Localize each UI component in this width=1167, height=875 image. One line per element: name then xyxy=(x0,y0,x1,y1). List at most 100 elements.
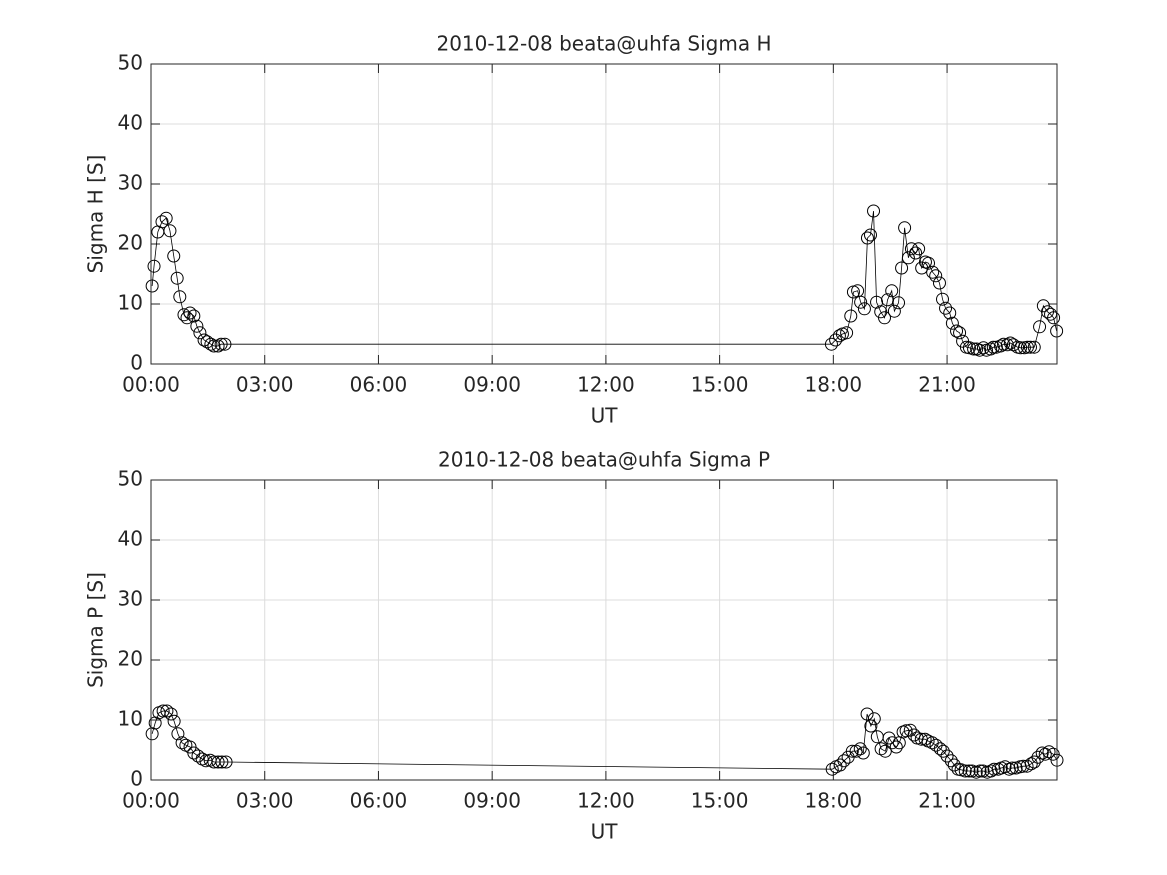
data-point xyxy=(1031,750,1045,764)
x-axis-label: UT xyxy=(591,820,619,844)
data-point xyxy=(933,742,947,756)
data-point xyxy=(889,740,903,754)
data-point xyxy=(173,290,187,304)
data-point xyxy=(892,296,906,310)
y-tick-label: 50 xyxy=(118,467,143,491)
data-point xyxy=(932,276,946,290)
data-point xyxy=(936,744,950,758)
data-point xyxy=(953,326,967,340)
data-point xyxy=(918,732,932,746)
data-point xyxy=(160,704,174,718)
axes-box xyxy=(150,63,1058,365)
axes-box xyxy=(150,479,1058,781)
y-tick-label: 0 xyxy=(130,351,143,375)
data-point xyxy=(962,764,976,778)
data-point xyxy=(898,221,912,235)
data-point xyxy=(907,728,921,742)
y-tick-label: 0 xyxy=(130,767,143,791)
data-point xyxy=(825,762,839,776)
data-point xyxy=(926,265,940,279)
data-point xyxy=(214,337,228,351)
data-point xyxy=(837,754,851,768)
data-point xyxy=(824,337,838,351)
data-point xyxy=(844,309,858,323)
data-point xyxy=(1027,340,1041,354)
data-point xyxy=(1027,755,1041,769)
data-point xyxy=(191,749,205,763)
data-point xyxy=(885,284,899,298)
data-point xyxy=(943,306,957,320)
data-point xyxy=(177,308,191,322)
data-point xyxy=(864,719,878,733)
x-tick-label: 03:00 xyxy=(236,373,294,397)
data-point xyxy=(973,764,987,778)
data-point xyxy=(976,341,990,355)
data-point xyxy=(856,746,870,760)
data-point xyxy=(175,736,189,750)
data-point xyxy=(1023,340,1037,354)
y-tick-label: 10 xyxy=(118,291,143,315)
data-point xyxy=(986,340,1000,354)
data-point xyxy=(929,269,943,283)
data-point xyxy=(163,224,177,238)
data-point xyxy=(899,724,913,738)
plot-area xyxy=(151,480,1057,780)
x-tick-label: 03:00 xyxy=(236,789,294,813)
data-point xyxy=(211,339,225,353)
data-point xyxy=(958,764,972,778)
data-point xyxy=(860,707,874,721)
x-tick-label: 06:00 xyxy=(350,789,408,813)
y-tick-label: 40 xyxy=(118,527,143,551)
data-point xyxy=(1033,320,1047,334)
data-point xyxy=(904,242,918,256)
data-point xyxy=(878,311,892,325)
data-point xyxy=(857,302,871,316)
x-tick-label: 09:00 xyxy=(463,789,521,813)
data-point xyxy=(945,316,959,330)
data-point xyxy=(912,242,926,256)
data-point xyxy=(921,256,935,270)
data-point xyxy=(867,204,881,218)
data-point xyxy=(207,339,221,353)
x-tick-label: 21:00 xyxy=(918,373,976,397)
chart-title: 2010-12-08 beata@uhfa Sigma H xyxy=(436,32,771,56)
data-point xyxy=(994,339,1008,353)
data-point xyxy=(159,211,173,225)
data-point xyxy=(845,744,859,758)
x-axis-label: UT xyxy=(591,404,619,428)
data-point xyxy=(895,261,909,275)
x-tick-label: 12:00 xyxy=(577,789,635,813)
data-point xyxy=(867,712,881,726)
y-tick-label: 50 xyxy=(118,51,143,75)
data-point xyxy=(878,744,892,758)
y-tick-label: 40 xyxy=(118,111,143,135)
data-point xyxy=(853,742,867,756)
data-line xyxy=(151,210,1058,351)
y-axis-label: Sigma H [S] xyxy=(84,155,108,274)
x-tick-label: 09:00 xyxy=(463,373,521,397)
data-point xyxy=(840,326,854,340)
data-point xyxy=(145,279,159,293)
x-tick-label: 00:00 xyxy=(122,789,180,813)
data-point xyxy=(218,337,232,351)
data-point xyxy=(219,755,233,769)
data-point xyxy=(164,707,178,721)
y-tick-label: 30 xyxy=(118,171,143,195)
y-tick-label: 30 xyxy=(118,587,143,611)
data-point xyxy=(950,324,964,338)
data-point xyxy=(1014,341,1028,355)
x-tick-label: 18:00 xyxy=(805,373,863,397)
data-point xyxy=(984,764,998,778)
data-point xyxy=(860,231,874,245)
data-point xyxy=(1024,757,1038,771)
data-point xyxy=(147,259,161,273)
data-point xyxy=(936,292,950,306)
data-point xyxy=(1005,761,1019,775)
y-tick-label: 20 xyxy=(118,647,143,671)
x-tick-label: 21:00 xyxy=(918,789,976,813)
data-point xyxy=(197,333,211,347)
data-point xyxy=(984,342,998,356)
x-tick-label: 12:00 xyxy=(577,373,635,397)
x-tick-label: 15:00 xyxy=(691,373,749,397)
data-point xyxy=(997,337,1011,351)
